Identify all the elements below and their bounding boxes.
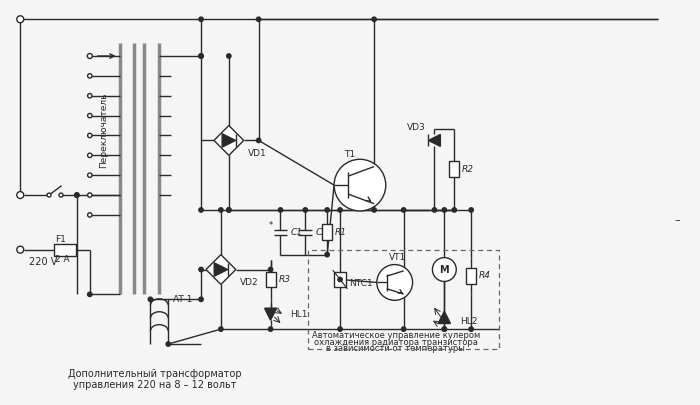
Text: R1: R1	[335, 228, 347, 237]
Circle shape	[401, 327, 406, 331]
Circle shape	[199, 267, 203, 272]
Bar	[466, 268, 476, 284]
Bar	[54, 244, 76, 256]
Text: –: –	[675, 215, 680, 225]
Circle shape	[469, 327, 473, 331]
Circle shape	[334, 159, 386, 211]
Bar	[308, 249, 499, 349]
Circle shape	[452, 208, 456, 212]
Text: R4: R4	[479, 271, 491, 281]
Circle shape	[88, 213, 92, 217]
Circle shape	[88, 113, 92, 118]
Text: T1: T1	[344, 150, 356, 159]
Circle shape	[75, 193, 79, 197]
Text: VD2: VD2	[240, 278, 258, 287]
Circle shape	[199, 208, 203, 212]
Text: Переключатель: Переключатель	[99, 93, 108, 168]
Text: F1: F1	[55, 235, 66, 244]
Text: 2 A: 2 A	[55, 255, 70, 264]
Circle shape	[338, 327, 342, 331]
Circle shape	[325, 252, 329, 257]
Text: в зависимости от температуры: в зависимости от температуры	[326, 345, 465, 354]
Text: Дополнительный трансформатор: Дополнительный трансформатор	[67, 369, 242, 379]
Text: M: M	[440, 264, 449, 275]
Circle shape	[59, 193, 63, 197]
Circle shape	[256, 138, 261, 143]
Polygon shape	[222, 134, 235, 147]
Circle shape	[17, 16, 24, 23]
Bar	[265, 271, 276, 288]
Circle shape	[88, 94, 92, 98]
Polygon shape	[214, 126, 244, 156]
Circle shape	[88, 173, 92, 177]
Text: NTC1: NTC1	[349, 279, 372, 288]
Polygon shape	[438, 311, 450, 323]
Circle shape	[88, 292, 92, 296]
Circle shape	[88, 133, 92, 138]
Polygon shape	[206, 255, 236, 284]
Polygon shape	[428, 134, 440, 146]
Circle shape	[442, 208, 447, 212]
Circle shape	[218, 208, 223, 212]
Text: AT 1: AT 1	[173, 295, 193, 304]
Text: C1: C1	[290, 228, 302, 237]
Circle shape	[401, 208, 406, 212]
Circle shape	[88, 193, 92, 197]
Circle shape	[88, 153, 92, 158]
Circle shape	[199, 54, 203, 58]
Circle shape	[75, 193, 79, 197]
Circle shape	[442, 327, 447, 331]
Circle shape	[268, 327, 273, 331]
Text: *: *	[268, 222, 273, 230]
Circle shape	[227, 208, 231, 212]
Bar	[334, 271, 346, 288]
Circle shape	[325, 208, 329, 212]
Circle shape	[377, 264, 412, 301]
Circle shape	[256, 17, 261, 21]
Text: R3: R3	[279, 275, 290, 284]
Text: HL1: HL1	[290, 310, 308, 319]
Circle shape	[88, 53, 92, 58]
Circle shape	[166, 342, 170, 346]
Text: VD3: VD3	[407, 123, 426, 132]
Text: охлаждения радиатора транзистора: охлаждения радиатора транзистора	[314, 337, 477, 347]
Circle shape	[442, 327, 447, 331]
Circle shape	[199, 17, 203, 21]
Circle shape	[338, 208, 342, 212]
Circle shape	[218, 327, 223, 331]
Circle shape	[17, 192, 24, 198]
Circle shape	[227, 54, 231, 58]
Text: HL2: HL2	[460, 317, 477, 326]
Circle shape	[199, 297, 203, 301]
Circle shape	[372, 208, 377, 212]
Text: C2: C2	[315, 228, 327, 237]
Text: VD1: VD1	[248, 149, 267, 158]
Text: управления 220 на 8 – 12 вольт: управления 220 на 8 – 12 вольт	[73, 380, 236, 390]
Bar	[322, 224, 332, 240]
Circle shape	[279, 208, 283, 212]
Polygon shape	[214, 263, 228, 276]
Circle shape	[268, 267, 273, 272]
Circle shape	[227, 208, 231, 212]
Text: R2: R2	[462, 165, 474, 174]
Circle shape	[303, 208, 307, 212]
Circle shape	[199, 54, 203, 58]
Circle shape	[338, 277, 342, 281]
Circle shape	[432, 208, 437, 212]
Circle shape	[88, 74, 92, 78]
Text: VT1: VT1	[389, 253, 406, 262]
Text: 220 V: 220 V	[29, 257, 57, 266]
Polygon shape	[265, 308, 277, 320]
Circle shape	[469, 208, 473, 212]
Circle shape	[47, 193, 51, 197]
Bar	[449, 161, 459, 177]
Circle shape	[433, 258, 456, 281]
Circle shape	[17, 246, 24, 253]
Circle shape	[148, 297, 153, 301]
Text: Автоматическое управление кулером: Автоматическое управление кулером	[312, 330, 480, 339]
Circle shape	[372, 17, 377, 21]
